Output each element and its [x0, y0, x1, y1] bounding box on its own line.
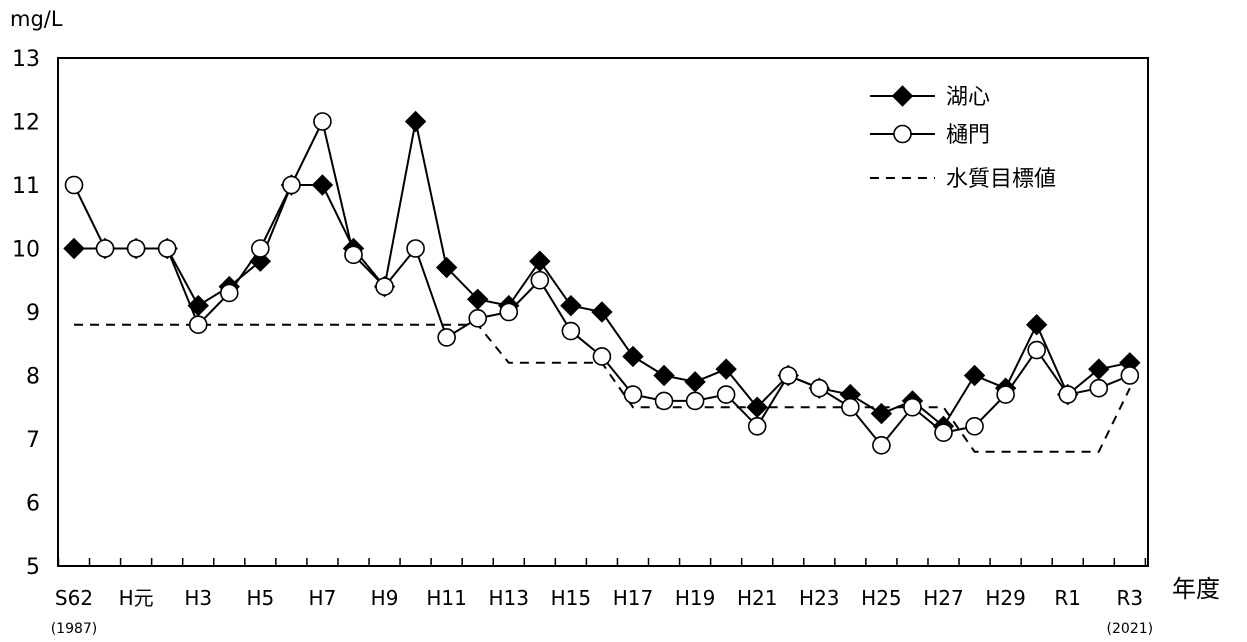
data-point-circle — [1058, 385, 1078, 404]
y-tick-label: 10 — [12, 238, 40, 263]
data-point-circle — [841, 397, 860, 417]
y-tick-label: 9 — [26, 301, 40, 326]
data-point-circle — [375, 277, 394, 296]
y-tick-label: 6 — [26, 492, 40, 517]
y-tick-label: 11 — [12, 174, 40, 199]
x-tick-label: R1 — [1054, 586, 1081, 610]
x-tick-label: H27 — [923, 586, 964, 610]
y-axis-unit-label: mg/L — [10, 7, 63, 31]
data-point-diamond — [622, 345, 644, 368]
x-year-note: (1987) — [51, 621, 98, 637]
x-tick-label: H21 — [737, 586, 778, 610]
data-point-diamond — [715, 358, 737, 380]
data-point-circle — [219, 283, 239, 303]
x-tick-label: H13 — [489, 586, 530, 610]
x-tick-label: H7 — [309, 586, 337, 610]
x-axis-label: 年度 — [1172, 575, 1220, 603]
data-point-circle — [716, 385, 736, 404]
data-point-circle — [499, 302, 519, 322]
data-point-diamond — [684, 371, 706, 393]
y-tick-label: 13 — [12, 47, 40, 72]
data-point-circle — [1120, 366, 1140, 385]
x-tick-label: S62 — [55, 586, 93, 610]
data-point-circle — [188, 315, 208, 335]
data-point-circle — [406, 239, 425, 258]
data-point-circle — [468, 309, 488, 328]
legend-label: 湖心 — [946, 85, 990, 110]
legend-label: 水質目標値 — [946, 167, 1056, 192]
data-point-circle — [685, 391, 705, 411]
data-point-circle — [157, 239, 177, 258]
data-point-circle — [344, 245, 363, 265]
data-point-circle — [313, 112, 332, 131]
x-tick-label: H17 — [613, 586, 654, 610]
data-point-circle — [126, 239, 146, 258]
data-point-diamond — [435, 256, 458, 279]
series-markers — [63, 110, 1141, 438]
data-point-diamond — [963, 364, 986, 387]
x-tick-label: H3 — [184, 586, 212, 610]
data-point-circle — [282, 175, 301, 195]
legend-marker-circle — [893, 124, 912, 144]
x-tick-label: H11 — [426, 586, 467, 610]
legend-label: 樋門 — [946, 123, 990, 148]
x-tick-label: H25 — [861, 586, 902, 610]
data-point-diamond — [591, 301, 613, 323]
x-tick-marks — [57, 558, 1147, 566]
data-point-circle — [95, 239, 115, 258]
x-tick-label: H19 — [675, 586, 716, 610]
y-tick-label: 12 — [12, 111, 40, 136]
x-tick-label: H5 — [246, 586, 274, 610]
data-point-circle — [934, 423, 953, 442]
legend-marker-diamond — [891, 85, 914, 107]
data-point-diamond — [870, 402, 893, 425]
x-tick-label: H29 — [985, 586, 1026, 610]
x-tick-label: H9 — [371, 586, 399, 610]
data-point-circle — [437, 328, 456, 347]
data-point-diamond — [529, 250, 551, 272]
x-year-note: (2021) — [1107, 621, 1154, 637]
data-point-circle — [903, 397, 922, 417]
data-point-circle — [251, 239, 270, 258]
data-point-circle — [1089, 378, 1109, 398]
data-point-diamond — [1025, 313, 1048, 336]
x-tick-label: H元 — [119, 586, 154, 610]
y-tick-label: 5 — [26, 555, 40, 580]
data-point-diamond — [404, 110, 427, 133]
data-point-circle — [654, 391, 674, 411]
series-markers — [64, 112, 1140, 455]
data-point-circle — [592, 347, 612, 366]
data-point-circle — [778, 366, 798, 385]
target-line-layer — [74, 323, 1131, 453]
y-tick-label: 8 — [26, 365, 40, 390]
data-point-circle — [809, 378, 829, 398]
series-layer — [63, 110, 1141, 455]
data-point-diamond — [311, 174, 334, 196]
data-point-circle — [561, 321, 581, 341]
data-point-circle — [530, 270, 550, 290]
data-point-circle — [965, 416, 984, 436]
data-point-circle — [64, 175, 84, 195]
x-tick-label: H15 — [551, 586, 592, 610]
y-tick-labels: 5 6 7 8 9 10 11 12 13 — [12, 47, 40, 580]
data-point-diamond — [560, 294, 582, 317]
x-tick-label: R3 — [1117, 586, 1144, 610]
data-point-diamond — [187, 294, 209, 317]
data-point-circle — [996, 385, 1015, 404]
data-point-circle — [1027, 340, 1046, 360]
data-point-circle — [747, 416, 767, 436]
data-point-diamond — [653, 364, 675, 387]
data-point-diamond — [63, 237, 85, 260]
y-tick-label: 7 — [26, 428, 40, 453]
data-point-circle — [623, 385, 643, 404]
x-tick-label: H23 — [799, 586, 840, 610]
x-tick-labels: S62 H元 H3 H5 H7 H9 H11 H13 H15 H17 H19 H21 H23 H25 H27… — [51, 586, 1153, 637]
target-value-line — [74, 323, 1131, 453]
data-point-circle — [872, 436, 891, 455]
plot-area-frame — [57, 57, 1149, 567]
